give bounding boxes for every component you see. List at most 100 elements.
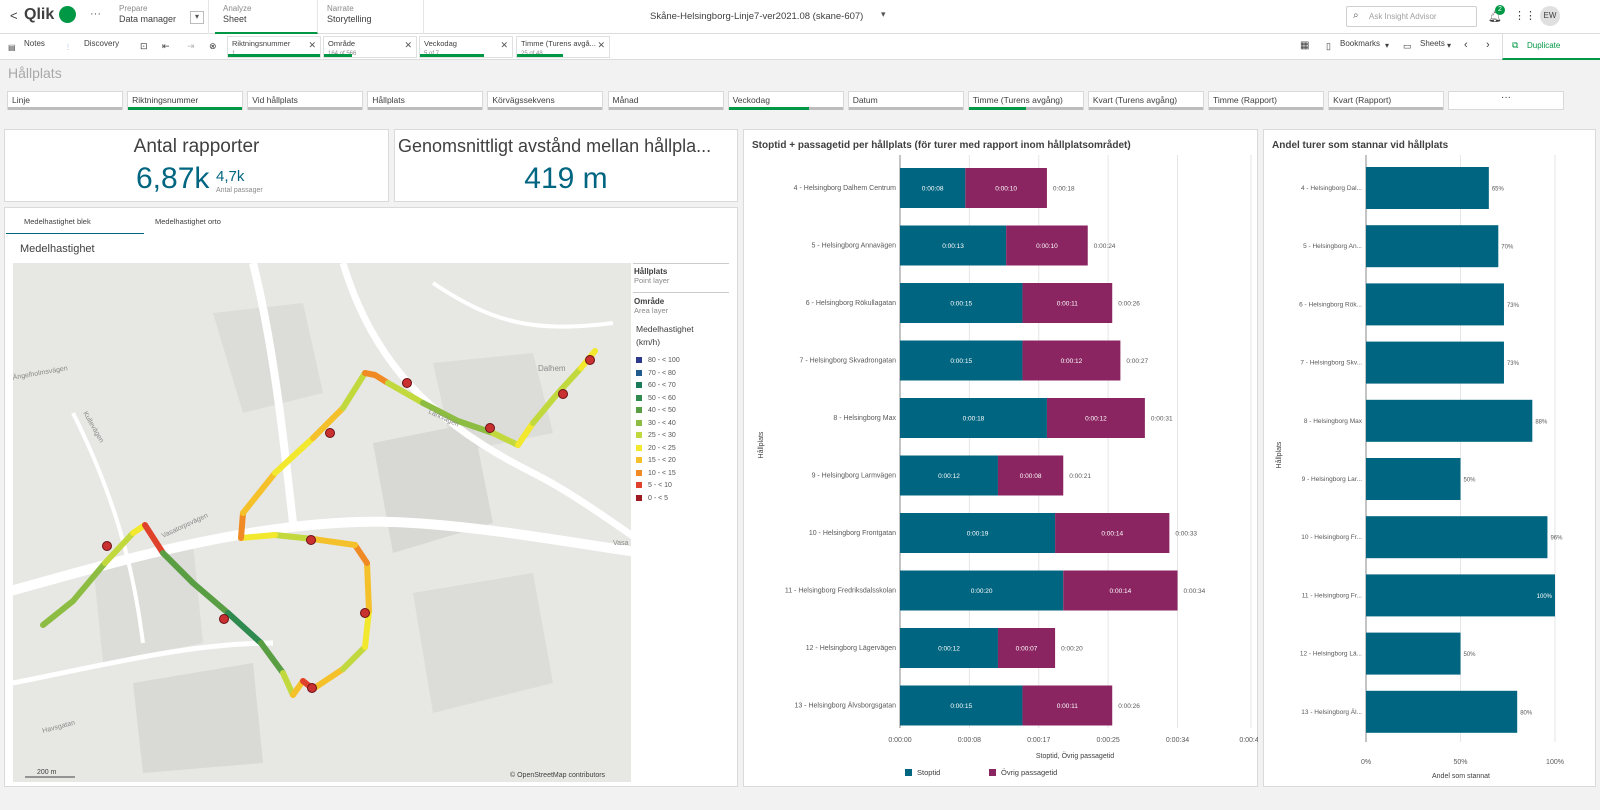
data-label: 0:00:11 — [1057, 703, 1079, 710]
map-canvas[interactable]: Ängelholmsvägen Vasatorpsvägen Havsgatan… — [13, 263, 631, 782]
legend-layer-hallplats[interactable]: Hållplats Point layer — [633, 263, 729, 293]
data-label: 0:00:07 — [1016, 646, 1038, 653]
bookmarks-button[interactable]: Bookmarks — [1340, 39, 1381, 48]
legend-swatch — [636, 494, 642, 501]
legend-bin[interactable]: 20 - < 25 — [636, 445, 676, 452]
data-label: 100% — [1537, 594, 1553, 600]
chart-andel[interactable]: 0% 50% 100% 4 - Helsingborg Dal... 65% 5 - He… — [1263, 155, 1596, 785]
x-tick-label: 0:00:17 — [1027, 737, 1050, 744]
chevron-down-icon[interactable]: ▾ — [1447, 41, 1452, 50]
qlik-logo-mark — [59, 6, 76, 23]
grid-view-icon[interactable]: ▦ — [1300, 40, 1310, 51]
more-menu-icon[interactable]: ··· — [90, 8, 101, 20]
selection-label: Veckodag — [424, 39, 457, 48]
route-segment — [280, 670, 296, 698]
next-sheet-icon[interactable]: › — [1486, 39, 1490, 51]
legend-bin-label: 0 - < 5 — [648, 494, 669, 502]
chevron-down-icon[interactable]: ▾ — [881, 9, 886, 19]
legend-swatch-stoptid — [905, 769, 912, 776]
app-title[interactable]: Skåne-Helsingborg-Linje7-ver2021.08 (ska… — [650, 11, 864, 22]
route-segment — [310, 405, 346, 441]
selection-label: Område — [328, 39, 356, 48]
notification-badge: 2 — [1495, 5, 1505, 15]
nav-analyze[interactable]: Analyze Sheet — [215, 0, 318, 34]
x-tick-label: 0:00:25 — [1096, 737, 1119, 744]
legend-bin-label: 30 - < 40 — [648, 419, 676, 427]
data-label: 73% — [1507, 361, 1520, 367]
qlik-logo: Qlik — [24, 6, 55, 23]
legend-bin[interactable]: 25 - < 30 — [636, 432, 676, 439]
tab-medelhastighet-blek[interactable]: Medelhastighet blek — [6, 208, 144, 234]
avatar[interactable]: EW — [1540, 6, 1560, 26]
legend-bin[interactable]: 60 - < 70 — [636, 382, 676, 389]
filter-4[interactable]: Körvägssekvens — [487, 91, 604, 110]
filter-9[interactable]: Kvart (Turens avgång) — [1087, 91, 1204, 110]
legend-bin[interactable]: 0 - < 5 — [636, 495, 668, 502]
chevron-down-icon[interactable]: ▾ — [1385, 41, 1390, 50]
legend-bin-label: 40 - < 50 — [648, 407, 676, 414]
step-forward-icon[interactable]: ⇥ — [187, 41, 195, 51]
nav-narrate[interactable]: Narrate Storytelling — [319, 0, 424, 34]
close-icon[interactable]: ✕ — [597, 40, 605, 50]
filter-0[interactable]: Linje — [7, 91, 123, 110]
duplicate-button[interactable]: ⧉ Duplicate — [1502, 34, 1600, 60]
route-segment — [238, 532, 278, 541]
chart-stoptid[interactable]: 0:00:00 0:00:08 0:00:17 0:00:25 0:00:34 0:00:… — [743, 155, 1258, 785]
legend-bin[interactable]: 5 - < 10 — [636, 482, 672, 489]
legend-bin[interactable]: 30 - < 40 — [636, 420, 676, 427]
filter-7[interactable]: Datum — [847, 91, 964, 110]
legend-bin[interactable]: 40 - < 50 — [636, 407, 676, 414]
selection-veckodag[interactable]: Veckodag 5 of 7 ✕ — [419, 36, 513, 58]
search-input[interactable]: ⌕ Ask Insight Advisor — [1346, 6, 1477, 27]
close-icon[interactable]: ✕ — [404, 40, 412, 50]
filter-2[interactable]: Vid hållplats — [247, 91, 364, 110]
filter-8[interactable]: Timme (Turens avgång) — [967, 91, 1084, 110]
bar-stoptid — [900, 283, 1023, 323]
filter-3[interactable]: Hållplats — [367, 91, 484, 110]
data-label: 88% — [1535, 419, 1548, 425]
sheets-button[interactable]: Sheets — [1420, 39, 1445, 48]
filter-10[interactable]: Timme (Rapport) — [1208, 91, 1324, 110]
filter-6[interactable]: Veckodag — [727, 91, 844, 110]
legend-label: Stoptid — [917, 768, 940, 777]
bar-stoptid — [900, 340, 1023, 381]
clear-selections-icon[interactable]: ⊗ — [209, 41, 217, 51]
back-icon[interactable]: < — [10, 8, 18, 23]
apps-grid-icon[interactable]: ⋮⋮ — [1514, 10, 1536, 22]
legend-bin[interactable]: 70 - < 80 — [636, 370, 676, 377]
smart-search-icon[interactable]: ⊡ — [140, 41, 148, 51]
filter-11[interactable]: Kvart (Rapport) — [1328, 91, 1445, 110]
more-filters-button[interactable]: ··· — [1448, 91, 1564, 110]
legend-bin[interactable]: 80 - < 100 — [636, 357, 680, 364]
discovery-button[interactable]: Discovery — [84, 39, 120, 48]
chevron-down-icon[interactable]: ▾ — [190, 11, 204, 24]
route-segment — [340, 644, 368, 672]
selection-omrade[interactable]: Område 164 of 566 ✕ — [323, 36, 417, 58]
legend-layer-omrade[interactable]: Område Area layer — [633, 297, 729, 315]
total-label: 0:00:24 — [1094, 243, 1116, 250]
close-icon[interactable]: ✕ — [308, 40, 316, 50]
kpi-avstand[interactable]: Genomsnittligt avstånd mellan hållpla...… — [394, 129, 738, 202]
legend-bin[interactable]: 15 - < 20 — [636, 457, 676, 464]
tab-medelhastighet-orto[interactable]: Medelhastighet orto — [155, 217, 221, 226]
kpi-antal-rapporter[interactable]: Antal rapporter 6,87k 4,7k Antal passage… — [4, 129, 389, 202]
discovery-icon: ⫶ — [67, 43, 69, 52]
filter-5[interactable]: Månad — [607, 91, 724, 110]
data-label: 0:00:19 — [967, 531, 989, 538]
filter-label: Timme (Turens avgång) — [972, 95, 1063, 105]
previous-sheet-icon[interactable]: ‹ — [1464, 39, 1468, 51]
nav-prepare[interactable]: Prepare Data manager — [111, 0, 209, 34]
filter-1[interactable]: Riktningsnummer — [127, 91, 244, 110]
nav-narrate-label: Storytelling — [327, 14, 372, 24]
selection-riktningsnummer[interactable]: Riktningsnummer 1 ✕ — [227, 36, 321, 58]
route-segment — [225, 610, 264, 646]
stop-marker — [325, 428, 335, 438]
legend-bin[interactable]: 10 - < 15 — [636, 470, 676, 477]
selection-bar — [420, 54, 485, 57]
selection-timme[interactable]: Timme (Turens avgå... 25 of 48 ✕ — [516, 36, 610, 58]
notes-button[interactable]: Notes — [24, 39, 45, 48]
close-icon[interactable]: ✕ — [500, 40, 508, 50]
legend-swatch — [636, 369, 642, 376]
legend-bin[interactable]: 50 - < 60 — [636, 395, 676, 402]
step-back-icon[interactable]: ⇤ — [162, 41, 170, 51]
